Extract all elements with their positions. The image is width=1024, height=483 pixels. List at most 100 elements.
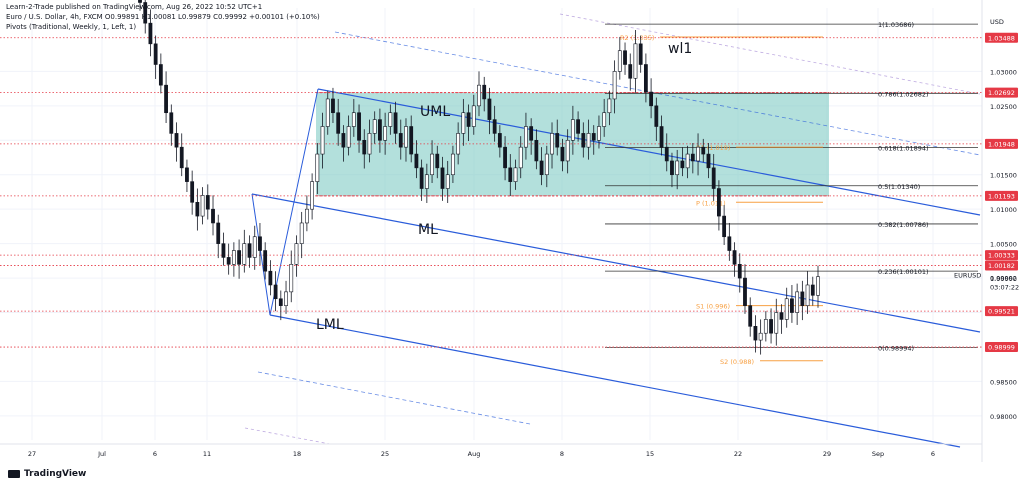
candle-body	[591, 133, 596, 141]
candle-body	[743, 277, 747, 306]
candle-body	[195, 201, 200, 217]
price-badge	[985, 32, 1018, 43]
candle-body	[727, 236, 732, 251]
candle-body	[211, 208, 215, 224]
candle-body	[205, 195, 210, 210]
time-tick-label: 29	[823, 450, 831, 458]
time-tick-label: 8	[560, 450, 564, 458]
warning-line-bottom	[244, 427, 331, 445]
candle-body	[148, 22, 153, 45]
candle-body	[482, 84, 487, 100]
candle-body	[258, 236, 262, 251]
tradingview-brand[interactable]: TradingView	[8, 469, 86, 479]
fib-level-label: 0(0.98994)	[878, 344, 914, 352]
candle-body	[810, 284, 815, 296]
annotation-label: wl1	[668, 41, 692, 57]
candle-body	[732, 250, 737, 265]
pivot-level-label: S1 (0.996)	[696, 303, 730, 311]
price-tick-label: 1.01000	[990, 206, 1017, 214]
candle-body	[331, 98, 335, 114]
candle-body	[769, 319, 773, 334]
candle-body	[763, 319, 768, 334]
price-badge-label: 1.01948	[988, 140, 1015, 148]
candle-body	[315, 153, 320, 182]
price-badge-label: 0.99521	[988, 308, 1015, 316]
candle-body	[424, 174, 429, 189]
candle-body	[758, 332, 763, 341]
last-price-symbol: EURUSD	[954, 272, 981, 280]
candle-body	[795, 291, 800, 313]
time-tick-label: 6	[931, 450, 935, 458]
candle-body	[430, 153, 434, 176]
candle-body	[252, 236, 257, 258]
candle-body	[524, 126, 528, 148]
fib-level-label: 0.236(1.00101)	[878, 268, 929, 276]
candle-body	[513, 167, 518, 182]
candle-body	[341, 133, 346, 148]
time-tick-label: 15	[646, 450, 654, 458]
candle-body	[388, 112, 393, 127]
pivot-level-label: S2 (0.988)	[720, 358, 754, 366]
fib-level-label: 0.382(1.00786)	[878, 221, 929, 229]
candle-body	[487, 98, 492, 120]
candle-body	[325, 98, 330, 127]
candle-body	[753, 326, 758, 341]
price-badge	[985, 190, 1018, 201]
candle-body	[294, 243, 299, 265]
pitchfork-handle	[251, 88, 319, 316]
candle-body	[696, 146, 700, 162]
candle-body	[153, 43, 158, 65]
price-tick-label: 0.98000	[990, 413, 1017, 421]
fib-level-label: 0.786(1.02682)	[878, 90, 929, 98]
price-badge-label: 0.98999	[988, 344, 1015, 352]
brand-label: TradingView	[24, 469, 87, 479]
candle-body	[508, 167, 513, 182]
candle-body	[534, 139, 539, 162]
candle-body	[179, 146, 184, 169]
price-badge	[985, 87, 1018, 98]
candle-body	[602, 112, 607, 127]
candle-body	[685, 153, 690, 169]
candle-body	[440, 167, 445, 189]
candle-body	[231, 250, 236, 265]
pivot-levels: R2 (1.035)R1 (1.019)P (1.011)S1 (0.996)S…	[0, 34, 982, 366]
publisher-info: Learn-2-Trade published on TradingView.c…	[6, 3, 263, 11]
time-tick-label: Aug	[468, 450, 481, 458]
median-line	[251, 193, 981, 333]
candle-body	[362, 139, 367, 155]
candle-body	[414, 153, 419, 169]
candle-body	[185, 167, 189, 182]
price-badge-label: 1.02692	[988, 89, 1015, 97]
candle-body	[445, 174, 450, 189]
candle-body	[701, 146, 706, 155]
candle-body	[304, 208, 309, 224]
candle-body	[675, 160, 680, 176]
price-badge-label: 1.03488	[988, 34, 1015, 42]
time-tick-label: 25	[381, 450, 389, 458]
annotation-label: LML	[316, 317, 344, 333]
price-tick-label: 0.98500	[990, 378, 1017, 386]
candle-body	[555, 133, 560, 148]
currency-label: USD	[990, 18, 1004, 26]
candle-body	[576, 119, 580, 134]
time-tick-label: 11	[203, 450, 211, 458]
time-tick-label: 6	[153, 450, 157, 458]
candle-body	[242, 243, 247, 265]
symbol-ohlc-line: Euro / U.S. Dollar, 4h, FXCM O0.99891 H1…	[6, 13, 320, 21]
price-badge	[985, 138, 1018, 149]
candle-body	[372, 119, 377, 134]
warning-line-upper	[334, 31, 981, 156]
candle-body	[466, 112, 471, 127]
annotation-label: UML	[420, 104, 450, 120]
candle-body	[461, 112, 466, 134]
candle-body	[623, 50, 627, 65]
candle-body	[800, 291, 805, 306]
candle-body	[299, 222, 304, 244]
tradingview-logo-icon	[8, 470, 20, 478]
candle-body	[664, 146, 669, 162]
candle-body	[221, 243, 226, 258]
candle-body	[779, 312, 784, 320]
fib-level-label: 0.618(1.01894)	[878, 145, 929, 153]
candle-body	[398, 133, 403, 148]
